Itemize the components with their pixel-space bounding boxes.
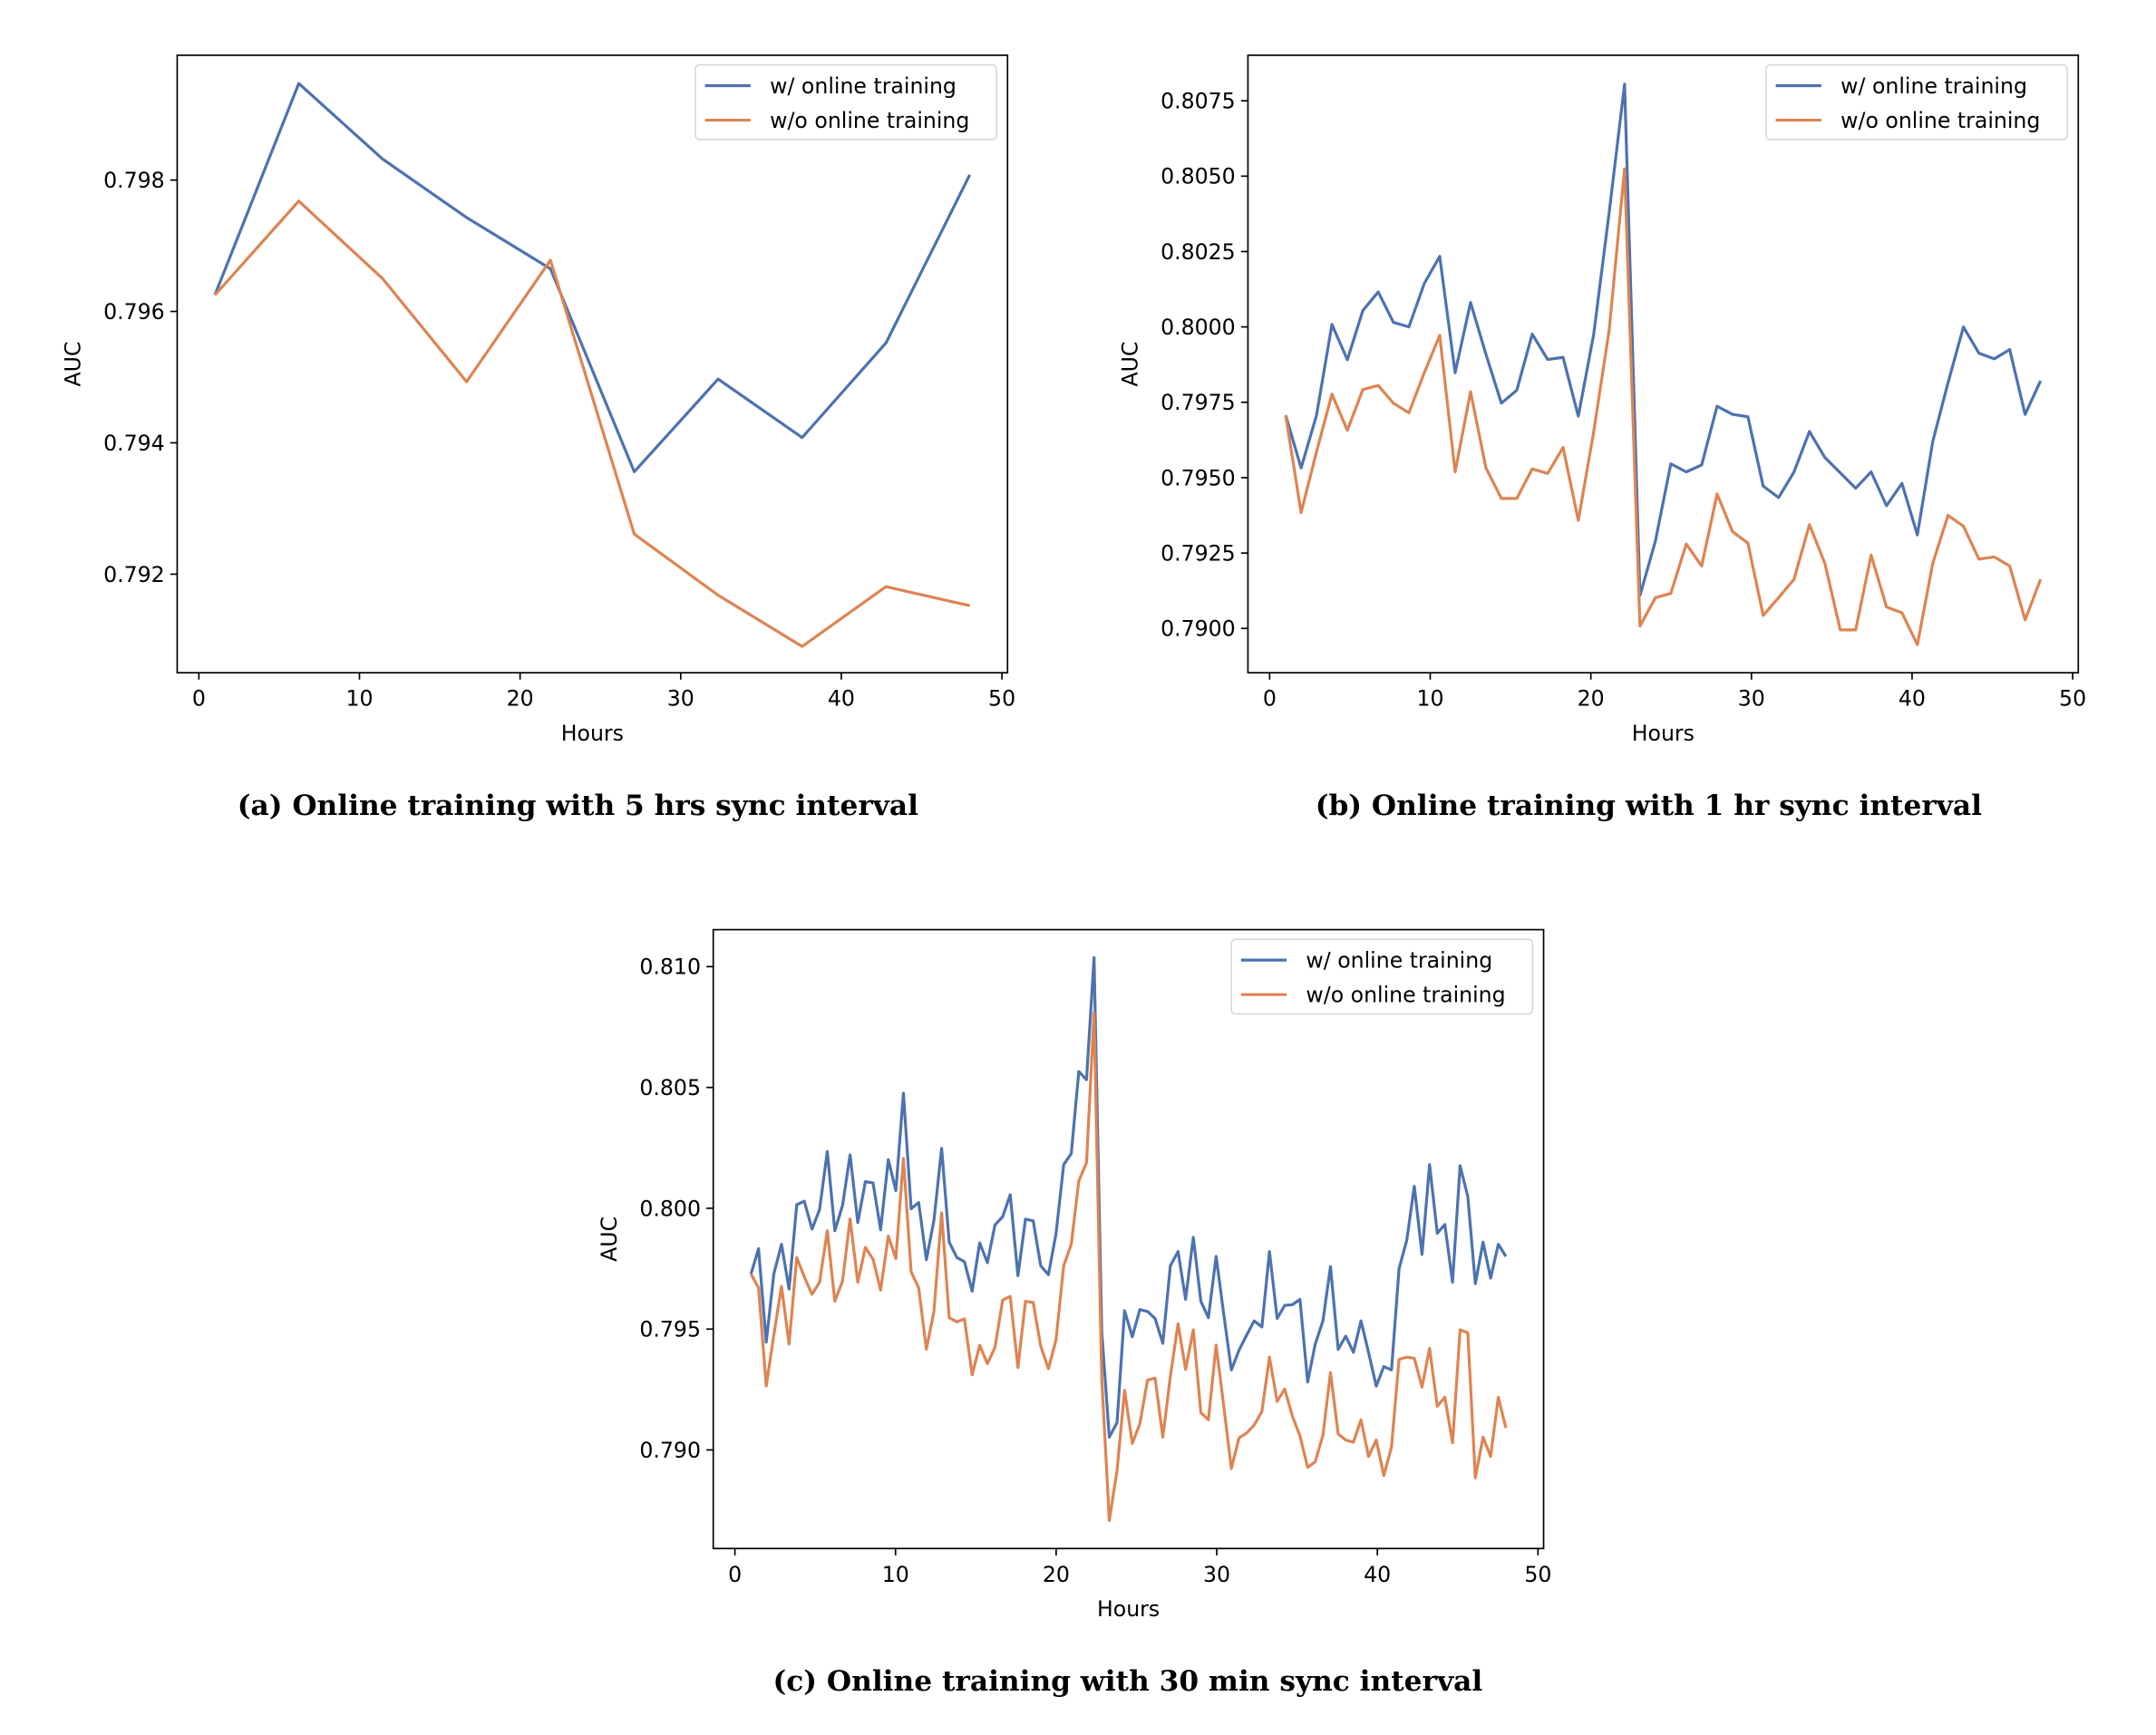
- x-tick-label: 20: [507, 686, 534, 712]
- x-axis-label: Hours: [1097, 1596, 1160, 1622]
- y-axis-label: AUC: [1118, 342, 1143, 387]
- y-tick-label: 0.805: [639, 1075, 701, 1100]
- x-tick-label: 30: [667, 686, 694, 712]
- legend-label: w/ online training: [1306, 947, 1492, 973]
- series-line-w-online-training: [1284, 82, 2043, 597]
- y-tick-label: 0.792: [103, 562, 165, 587]
- y-tick-label: 0.8075: [1161, 89, 1236, 114]
- legend-label: w/o online training: [770, 108, 969, 133]
- x-tick-label: 20: [1043, 1562, 1070, 1587]
- y-tick-label: 0.798: [103, 168, 165, 193]
- legend-box: [1765, 63, 2068, 141]
- x-tick-label: 40: [828, 686, 855, 712]
- y-tick-label: 0.794: [103, 431, 165, 456]
- y-tick-label: 0.7950: [1161, 465, 1236, 490]
- x-tick-label: 10: [1416, 686, 1443, 712]
- legend: w/ online training w/o online training: [1765, 63, 2068, 141]
- x-tick-label: 50: [1524, 1562, 1551, 1587]
- y-tick-label: 0.796: [103, 299, 165, 325]
- x-tick-label: 40: [1899, 686, 1926, 712]
- x-tick-label: 0: [728, 1562, 742, 1587]
- y-tick-label: 0.7925: [1161, 540, 1236, 566]
- x-tick-label: 30: [1203, 1562, 1230, 1587]
- x-tick-label: 50: [2059, 686, 2086, 712]
- legend-label: w/o online training: [1840, 108, 2040, 133]
- axes-frame: [712, 928, 1545, 1550]
- legend-label: w/ online training: [1840, 73, 2027, 99]
- chart-panel-b: 0 10 20 30 40 50 0.7900 0.7925 0.7950 0.7975 0.800…: [1118, 54, 2086, 822]
- y-axis-label: AUC: [597, 1216, 622, 1262]
- series-line-w-online-training: [749, 955, 1508, 1439]
- y-tick-label: 0.8050: [1161, 164, 1236, 189]
- x-axis-label: Hours: [561, 721, 624, 746]
- series-line-wo-online-training: [749, 1011, 1508, 1522]
- y-tick-label: 0.790: [639, 1438, 701, 1463]
- y-tick-label: 0.8000: [1161, 315, 1236, 340]
- legend-box: [694, 63, 997, 141]
- chart-panel-c: 0 10 20 30 40 50 0.790 0.795 0.800 0.805 0.810 Hour…: [597, 928, 1551, 1698]
- x-tick-label: 50: [988, 686, 1015, 712]
- y-tick-label: 0.810: [639, 955, 701, 980]
- series-line-wo-online-training: [1284, 167, 2043, 646]
- subfigure-caption: (a) Online training with 5 hrs sync inte…: [238, 790, 918, 822]
- x-tick-label: 40: [1364, 1562, 1391, 1587]
- y-tick-label: 0.7900: [1161, 616, 1236, 642]
- y-axis-label: AUC: [61, 342, 86, 387]
- y-tick-label: 0.795: [639, 1317, 701, 1342]
- y-tick-label: 0.800: [639, 1196, 701, 1221]
- subfigure-caption: (b) Online training with 1 hr sync inter…: [1316, 790, 1982, 822]
- axes-frame: [176, 54, 1009, 674]
- axes-frame: [1247, 54, 2080, 674]
- x-axis-label: Hours: [1632, 721, 1695, 746]
- legend-box: [1230, 938, 1534, 1015]
- x-tick-label: 20: [1578, 686, 1605, 712]
- legend: w/ online training w/o online training: [1230, 938, 1534, 1015]
- subfigure-caption: (c) Online training with 30 min sync int…: [773, 1665, 1483, 1698]
- x-tick-label: 10: [345, 686, 373, 712]
- legend-label: w/o online training: [1306, 983, 1505, 1008]
- y-tick-label: 0.7975: [1161, 390, 1236, 415]
- series-line-wo-online-training: [213, 199, 971, 648]
- x-tick-label: 0: [192, 686, 206, 712]
- x-tick-label: 0: [1263, 686, 1277, 712]
- x-tick-label: 10: [882, 1562, 909, 1587]
- y-tick-label: 0.8025: [1161, 239, 1236, 265]
- series-line-w-online-training: [213, 82, 972, 473]
- chart-panel-a: 0 10 20 30 40 50 0.792 0.794 0.796 0.798 Hours AUC w…: [61, 54, 1015, 822]
- legend-label: w/ online training: [770, 73, 957, 99]
- legend: w/ online training w/o online training: [694, 63, 997, 141]
- x-tick-label: 30: [1738, 686, 1765, 712]
